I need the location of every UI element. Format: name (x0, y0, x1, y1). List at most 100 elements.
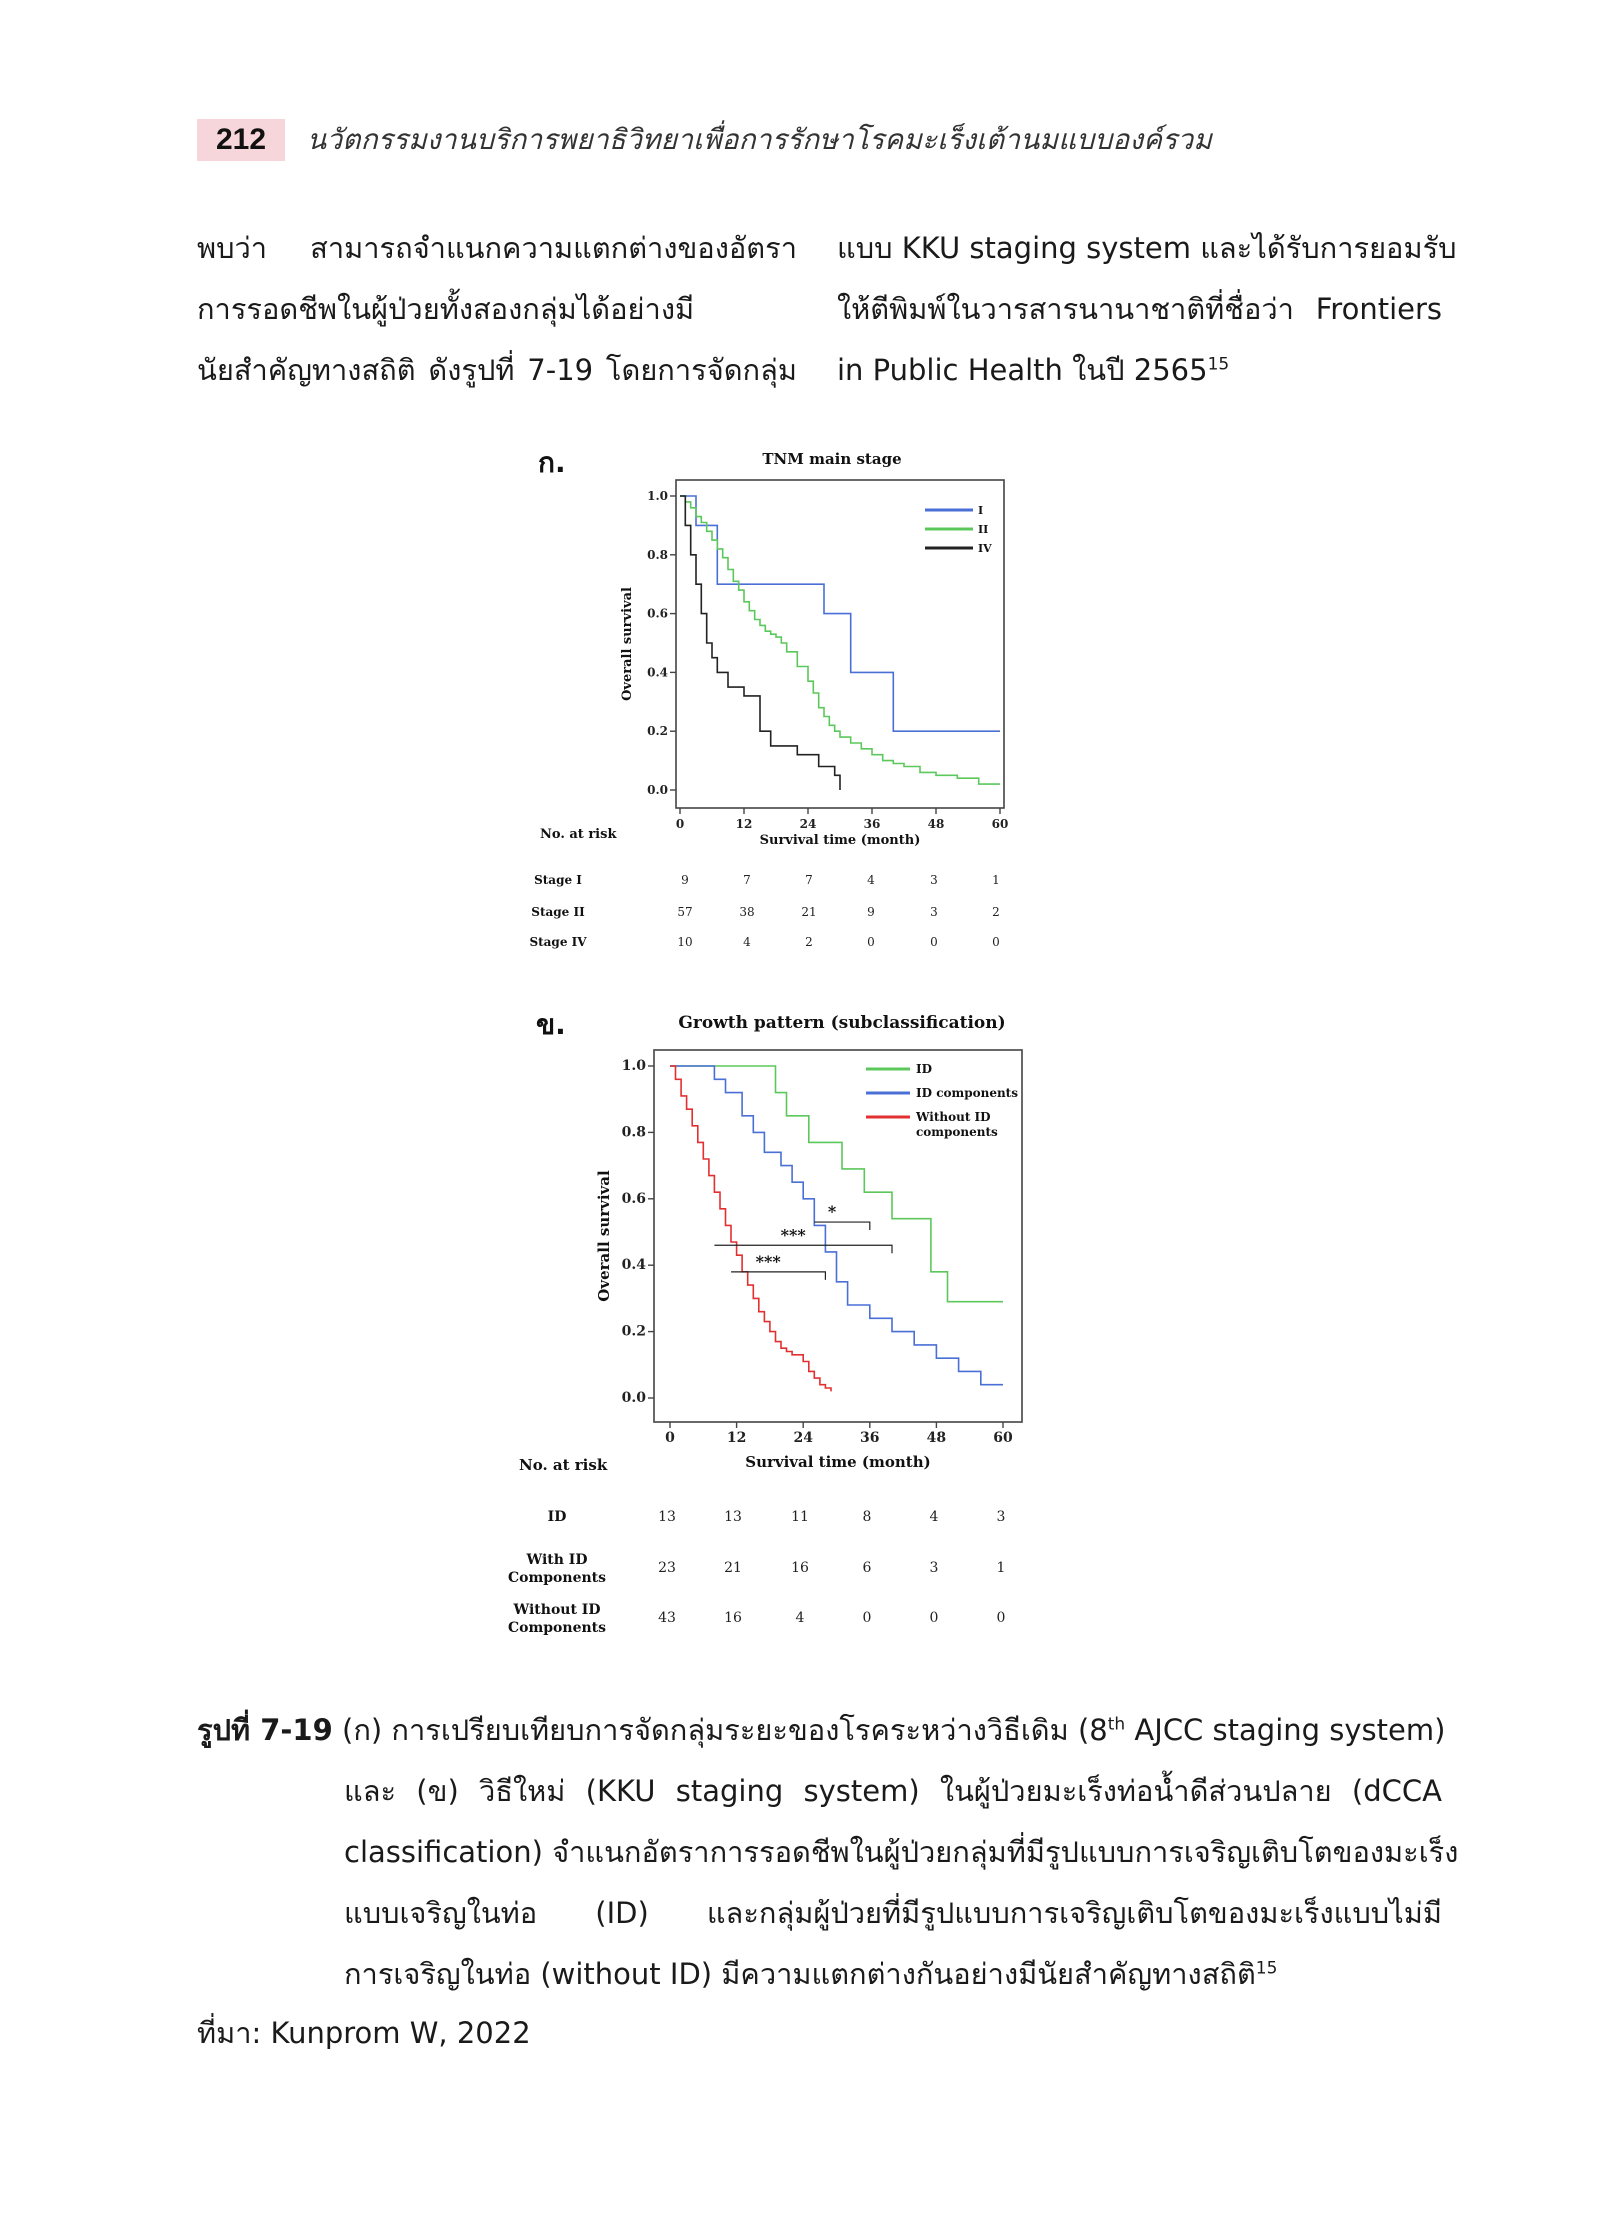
figure-source: ที่มา: Kunprom W, 2022 (197, 2016, 531, 2050)
series-line-id (670, 1065, 1003, 1303)
x-tick-label: 24 (793, 1430, 813, 1446)
series-line-without-id-components (670, 1065, 832, 1392)
risk-cell: 21 (724, 1560, 742, 1576)
risk-cell: 16 (791, 1560, 809, 1576)
y-tick-label: 0.4 (622, 1257, 647, 1273)
body-line: แบบ KKU staging system และได้รับการยอมรั… (837, 231, 1457, 265)
risk-cell: 11 (791, 1509, 809, 1525)
risk-row-label: Without ID (513, 1602, 601, 1618)
risk-cell: 3 (930, 873, 938, 887)
x-tick-label: 48 (928, 817, 945, 831)
risk-table-label: No. at risk (519, 1456, 608, 1474)
legend-label: Without ID (915, 1110, 991, 1124)
series-line-ii (680, 495, 1000, 785)
risk-cell: 0 (997, 1610, 1006, 1626)
significance-marker: * (828, 1202, 837, 1221)
y-tick-label: 0.8 (647, 548, 668, 562)
caption-line: classification) จำแนกอัตราการรอดชีพในผู้… (344, 1835, 1459, 1869)
y-tick-label: 1.0 (647, 489, 668, 503)
risk-cell: 0 (930, 1610, 939, 1626)
x-tick-label: 12 (736, 817, 753, 831)
caption-text: AJCC staging system) (1125, 1713, 1446, 1747)
risk-cell: 6 (863, 1560, 872, 1576)
risk-cell: 0 (863, 1610, 872, 1626)
x-tick-label: 60 (993, 1430, 1013, 1446)
x-axis-label: Survival time (month) (745, 1453, 931, 1471)
body-line: ให้ตีพิมพ์ในวารสารนานาชาติที่ชื่อว่า Fro… (837, 292, 1442, 326)
significance-marker: *** (781, 1225, 807, 1244)
legend-label: ID components (916, 1086, 1018, 1100)
risk-cell: 23 (658, 1560, 676, 1576)
risk-cell: 8 (863, 1509, 872, 1525)
caption-superscript: th (1107, 1714, 1126, 1735)
legend-label: IV (978, 542, 992, 555)
risk-cell: 3 (930, 905, 938, 919)
body-line: การรอดชีพในผู้ป่วยทั้งสองกลุ่มได้อย่างมี (197, 292, 695, 326)
risk-row-label: Stage II (531, 905, 585, 919)
plot-frame (653, 1049, 1023, 1423)
risk-row-label: With ID (525, 1552, 587, 1568)
x-tick-label: 36 (864, 817, 881, 831)
body-line: พบว่า สามารถจำแนกความแตกต่างของอัตรา (197, 231, 797, 265)
y-tick-label: 0.0 (622, 1390, 647, 1406)
risk-cell: 13 (724, 1509, 742, 1525)
risk-row-label: Stage IV (529, 935, 587, 949)
risk-cell: 9 (681, 873, 689, 887)
body-line: นัยสำคัญทางสถิติ ดังรูปที่ 7-19 โดยการจั… (197, 353, 797, 387)
y-axis-label: Overall survival (595, 1170, 613, 1302)
series-line-i (680, 495, 1000, 732)
risk-cell: 1 (997, 1560, 1006, 1576)
risk-cell: 4 (867, 873, 875, 887)
risk-cell: 13 (658, 1509, 676, 1525)
y-axis-label: Overall survival (620, 587, 635, 701)
risk-cell: 43 (658, 1610, 676, 1626)
panel-label: ก. (538, 446, 566, 479)
risk-cell: 16 (724, 1610, 742, 1626)
risk-cell: 0 (867, 935, 875, 949)
risk-row-label: Stage I (534, 873, 582, 887)
chart-title: TNM main stage (762, 450, 901, 468)
significance-marker: *** (756, 1252, 782, 1271)
risk-cell: 1 (992, 873, 1000, 887)
risk-cell: 0 (992, 935, 1000, 949)
x-tick-label: 24 (800, 817, 817, 831)
caption-label: รูปที่ 7-19 (197, 1713, 333, 1747)
significance-bracket (731, 1271, 826, 1280)
plot-frame (675, 479, 1005, 809)
legend-label: ID (916, 1062, 932, 1076)
y-tick-label: 1.0 (622, 1058, 647, 1074)
y-tick-label: 0.2 (622, 1324, 646, 1340)
x-tick-label: 0 (665, 1430, 675, 1446)
risk-cell: 7 (743, 873, 751, 887)
x-tick-label: 60 (992, 817, 1009, 831)
body-line-text: in Public Health ในปี 2565 (837, 353, 1208, 387)
risk-cell: 2 (992, 905, 1000, 919)
x-tick-label: 12 (727, 1430, 746, 1446)
x-tick-label: 48 (927, 1430, 946, 1446)
caption-line: การเจริญในท่อ (without ID) มีความแตกต่าง… (197, 1944, 1442, 2005)
risk-cell: 2 (805, 935, 813, 949)
body-column-right: แบบ KKU staging system และได้รับการยอมรั… (837, 218, 1457, 401)
legend-label: I (978, 504, 983, 517)
y-tick-label: 0.2 (647, 724, 668, 738)
x-axis-label: Survival time (month) (760, 833, 921, 848)
significance-bracket (814, 1221, 871, 1231)
x-tick-label: 0 (676, 817, 684, 831)
y-tick-label: 0.4 (647, 665, 668, 679)
caption-line: รูปที่ 7-19 (ก) การเปรียบเทียบการจัดกลุ่… (197, 1700, 1446, 1761)
risk-cell: 21 (801, 905, 816, 919)
risk-row-label: Components (508, 1570, 606, 1586)
caption-text: การเจริญในท่อ (without ID) มีความแตกต่าง… (344, 1957, 1256, 1991)
risk-cell: 7 (805, 873, 813, 887)
risk-cell: 57 (677, 905, 692, 919)
caption-line: และ (ข) วิธีใหม่ (KKU staging system) ใน… (344, 1774, 1442, 1808)
figure-caption: รูปที่ 7-19 (ก) การเปรียบเทียบการจัดกลุ่… (197, 1700, 1459, 2005)
running-title: นวัตกรรมงานบริการพยาธิวิทยาเพื่อการรักษา… (307, 123, 1213, 156)
risk-cell: 3 (930, 1560, 939, 1576)
legend-label: components (916, 1125, 998, 1139)
panel-label: ข. (536, 1008, 566, 1041)
page-header: 212 นวัตกรรมงานบริการพยาธิวิทยาเพื่อการร… (197, 118, 1212, 162)
chart-title: Growth pattern (subclassification) (678, 1013, 1005, 1033)
risk-cell: 9 (867, 905, 875, 919)
risk-cell: 4 (743, 935, 751, 949)
